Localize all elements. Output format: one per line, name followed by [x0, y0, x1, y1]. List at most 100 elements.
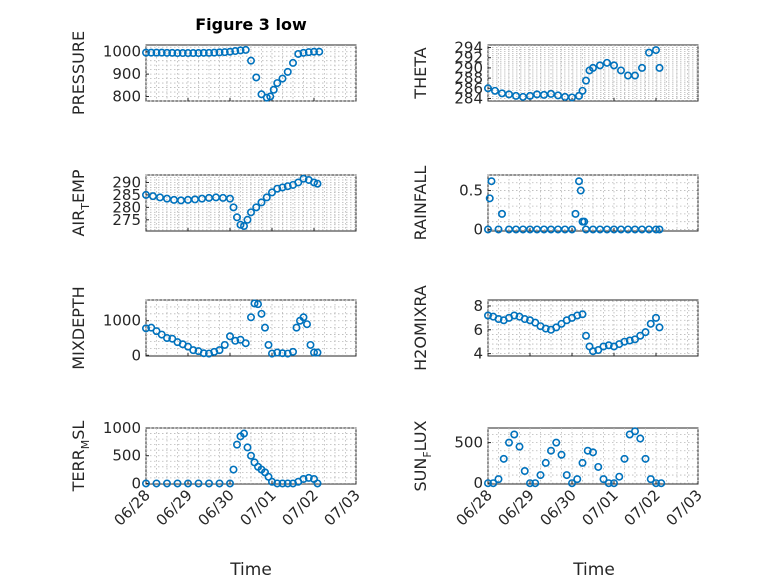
- data-point: [226, 479, 235, 488]
- data-point: [226, 194, 235, 203]
- data-point: [236, 220, 245, 229]
- data-point: [163, 48, 172, 57]
- data-point: [636, 434, 645, 443]
- data-point: [578, 458, 587, 467]
- data-point: [257, 309, 266, 318]
- data-point: [152, 48, 161, 57]
- data-point: [288, 58, 297, 67]
- data-point: [262, 93, 271, 102]
- data-point: [205, 48, 214, 57]
- data-point: [313, 479, 322, 488]
- x-tick-label: 07/03: [321, 486, 364, 529]
- data-point: [552, 438, 561, 447]
- data-point: [625, 336, 634, 345]
- x-tick-label: 06/28: [111, 486, 154, 529]
- data-point: [615, 472, 624, 481]
- data-point: [581, 331, 590, 340]
- data-point: [262, 193, 271, 202]
- data-point: [142, 48, 151, 57]
- data-point: [588, 448, 597, 457]
- data-point: [489, 479, 498, 488]
- data-point: [273, 79, 282, 88]
- data-point: [651, 46, 660, 55]
- data-point: [220, 48, 229, 57]
- data-point: [553, 91, 562, 100]
- y-tick-label: 0: [473, 474, 483, 492]
- data-point: [630, 335, 639, 344]
- data-point: [594, 462, 603, 471]
- x-axis-label-right: Time: [572, 560, 615, 580]
- data-point: [152, 479, 161, 488]
- data-point: [494, 475, 503, 484]
- data-point: [184, 49, 193, 58]
- data-point: [520, 467, 529, 476]
- data-point: [574, 177, 583, 186]
- y-tick-label: 280: [112, 198, 141, 216]
- data-point: [247, 208, 256, 217]
- data-point: [299, 174, 308, 183]
- data-point: [636, 331, 645, 340]
- y-tick-label: 500: [454, 434, 483, 452]
- data-point: [247, 451, 256, 460]
- data-point: [254, 300, 263, 309]
- data-point: [497, 209, 506, 218]
- y-tick-label: 1000: [103, 419, 141, 437]
- data-point: [562, 471, 571, 480]
- data-point: [552, 323, 561, 332]
- data-point: [567, 479, 576, 488]
- data-point: [646, 319, 655, 328]
- subplot-mixdepth: 0 1000 MIXDEPTH: [69, 286, 357, 370]
- data-point: [194, 49, 203, 58]
- data-point: [594, 346, 603, 355]
- data-point: [173, 49, 182, 58]
- data-point: [510, 430, 519, 439]
- y-axis-label: TERRMSL: [69, 421, 92, 493]
- data-point: [595, 61, 604, 70]
- data-point: [485, 194, 494, 203]
- y-tick-label: 292: [454, 49, 483, 67]
- data-point: [515, 442, 524, 451]
- data-point: [250, 299, 259, 308]
- data-point: [152, 327, 161, 336]
- x-tick-label: 06/30: [537, 486, 580, 529]
- data-point: [520, 315, 529, 324]
- data-point: [220, 340, 229, 349]
- data-point: [283, 479, 292, 488]
- data-point: [163, 194, 172, 203]
- y-tick-label: 800: [112, 88, 141, 106]
- subplot-pressure: 800 900 1000 PRESSURE: [69, 31, 357, 115]
- data-point: [231, 336, 240, 345]
- data-point: [599, 342, 608, 351]
- data-point: [294, 49, 303, 58]
- figure-title: Figure 3 low: [195, 15, 307, 34]
- data-point: [257, 198, 266, 207]
- data-point: [546, 89, 555, 98]
- data-point: [264, 340, 273, 349]
- y-tick-label: 286: [454, 79, 483, 97]
- data-point: [655, 323, 664, 332]
- data-point: [581, 76, 590, 85]
- data-point: [199, 349, 208, 358]
- data-point: [541, 458, 550, 467]
- data-point: [299, 313, 308, 322]
- data-point: [641, 328, 650, 337]
- data-point: [483, 225, 492, 234]
- data-point: [651, 225, 660, 234]
- data-point: [142, 324, 151, 333]
- data-point: [588, 63, 597, 72]
- data-point: [229, 465, 238, 474]
- data-point: [525, 479, 534, 488]
- data-point: [278, 479, 287, 488]
- data-point: [483, 84, 492, 93]
- x-tick-label: 07/01: [579, 486, 622, 529]
- x-tick-label: 06/30: [195, 486, 238, 529]
- y-tick-label: 0: [473, 220, 483, 238]
- x-tick-label: 06/28: [453, 486, 496, 529]
- data-point: [236, 46, 245, 55]
- data-point: [557, 319, 566, 328]
- data-point: [260, 323, 269, 332]
